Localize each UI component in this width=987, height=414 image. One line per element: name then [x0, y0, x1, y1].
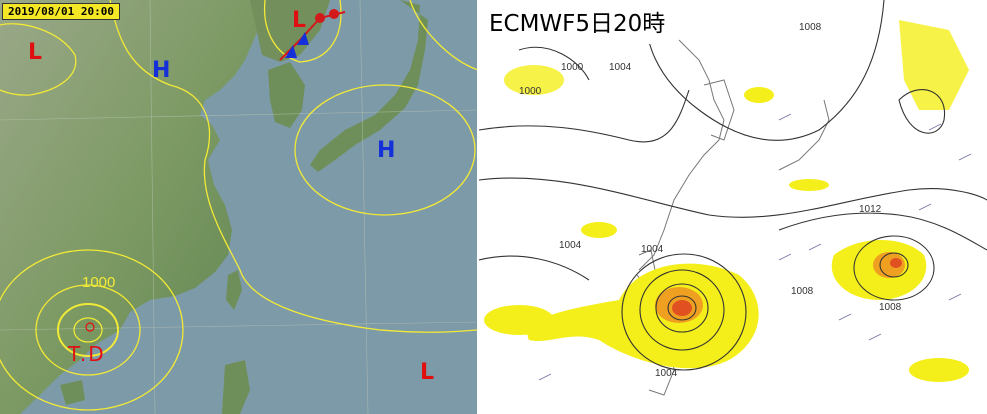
- korea-landmass: [268, 62, 305, 128]
- contour-label: 1000: [519, 86, 542, 97]
- low-pressure-label: L: [292, 8, 307, 33]
- contour-label: 1004: [655, 368, 678, 379]
- warm-front-marker: [315, 13, 325, 23]
- precip-shading-intense: [672, 258, 902, 316]
- surface-analysis-map: 2019/08/01 20:00 L H L H L 1000 T.D: [0, 0, 478, 414]
- high-pressure-label: H: [377, 138, 396, 163]
- hainan-landmass: [60, 380, 85, 405]
- low-pressure-label: L: [28, 40, 43, 65]
- panel-divider: [477, 0, 480, 414]
- contour-label: 1004: [609, 62, 632, 73]
- contour-label: 1000: [561, 62, 584, 73]
- storm-center-icon: [85, 322, 95, 332]
- mainland-landmass: [0, 0, 258, 414]
- contour-label: 1008: [879, 302, 902, 313]
- isobars: [0, 0, 478, 411]
- isobar-label: 1000: [82, 274, 116, 291]
- forecast-map-graphic: [479, 0, 987, 414]
- contour-label: 1008: [791, 286, 814, 297]
- contour-label: 1004: [641, 244, 664, 255]
- forecast-title: ECMWF5日20時: [479, 0, 676, 44]
- warm-front-marker: [329, 9, 339, 19]
- contour-label: 1012: [859, 204, 882, 215]
- cold-front-marker: [285, 45, 297, 58]
- graticule: [0, 0, 478, 414]
- luzon-landmass: [222, 360, 250, 414]
- northeast-landmass: [250, 0, 330, 62]
- taiwan-landmass: [226, 270, 242, 310]
- contour-label: 1008: [799, 22, 822, 33]
- surface-map-graphic: [0, 0, 478, 414]
- low-pressure-label: L: [420, 360, 435, 385]
- wind-barbs: [538, 113, 972, 381]
- analysis-datetime: 2019/08/01 20:00: [2, 3, 120, 20]
- cold-front-marker: [297, 32, 309, 45]
- ecmwf-forecast-map: ECMWF5日20時 1000 1004 1000 1004 1004 1012…: [479, 0, 987, 414]
- pressure-contours: [479, 0, 987, 371]
- contour-label: 1004: [559, 240, 582, 251]
- tropical-depression-label: T.D: [68, 342, 106, 366]
- high-pressure-label: H: [152, 58, 171, 83]
